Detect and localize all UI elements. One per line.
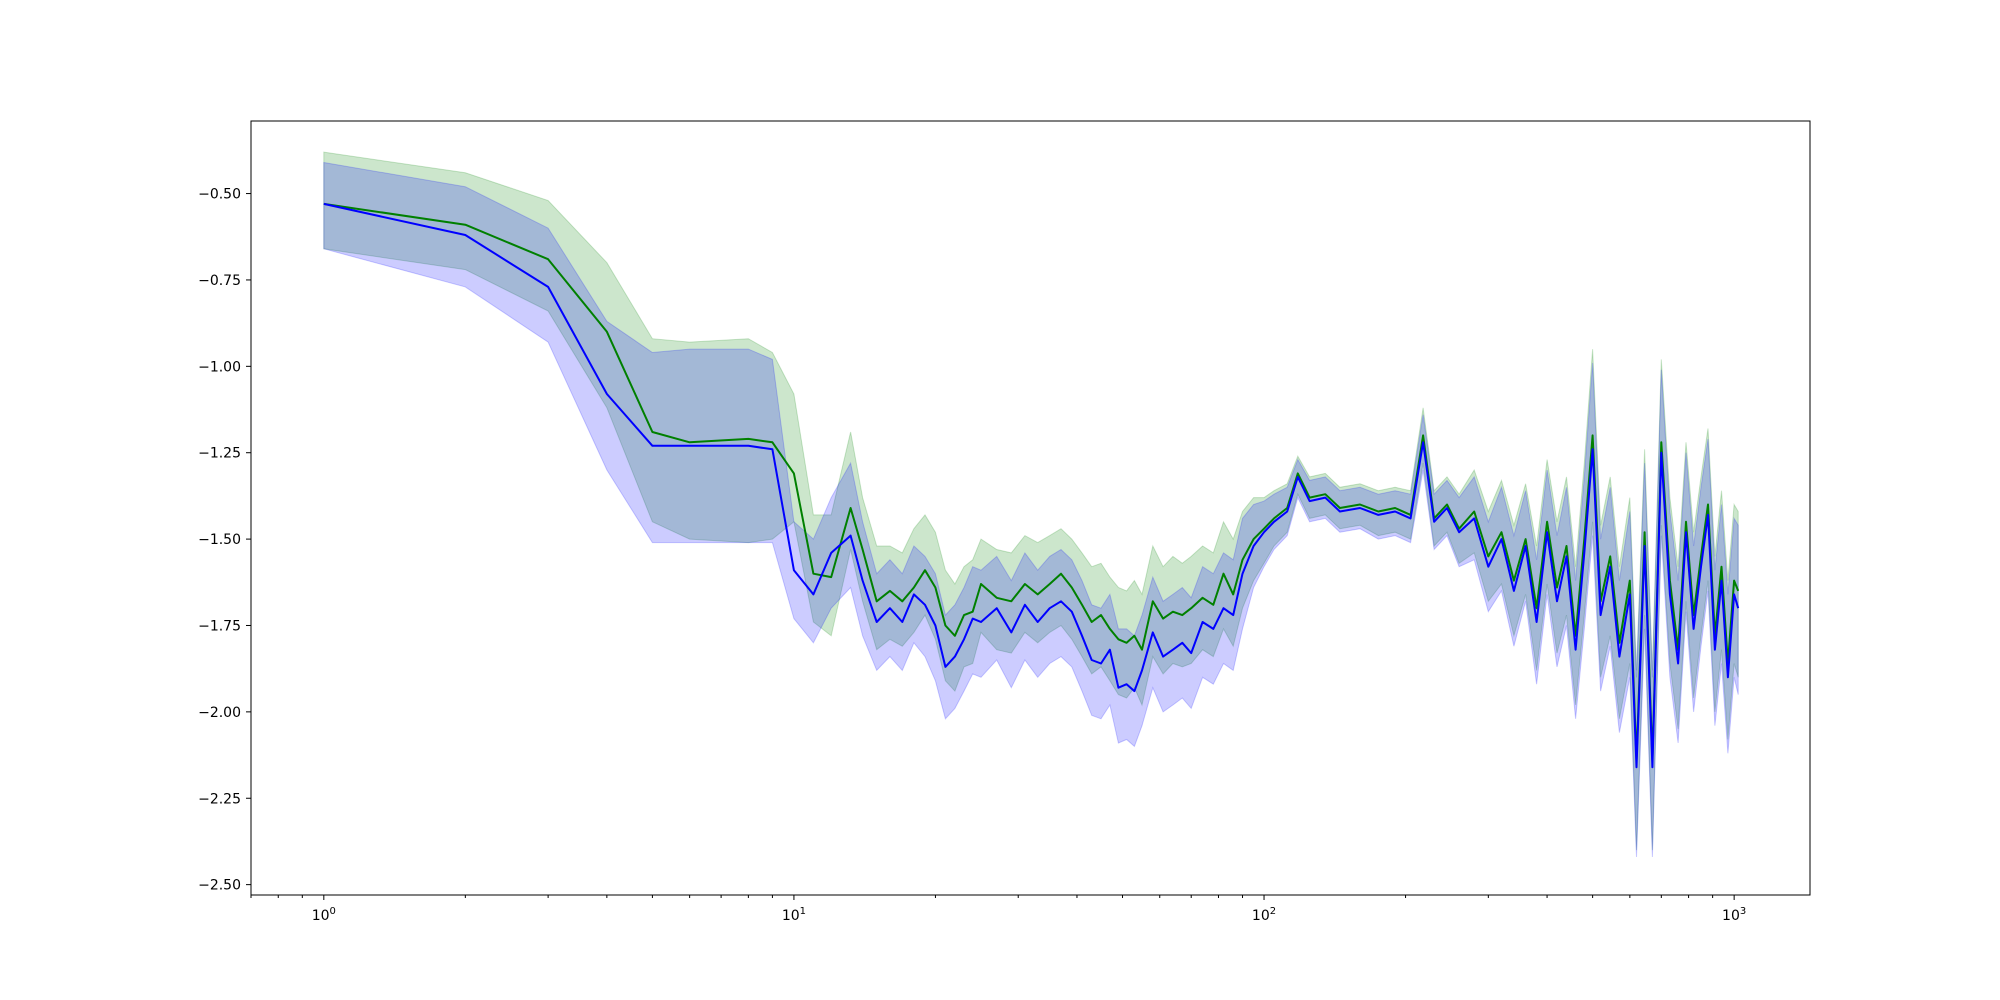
y-tick-label: −0.50 <box>198 187 241 203</box>
y-tick-label: −1.75 <box>198 618 241 634</box>
series-1-band <box>323 161 1739 858</box>
x-tick-label: 100 <box>312 906 336 924</box>
y-axis: −0.50 −0.75 −1.00 −1.25 −1.50 −1.75 −2.00 −2.25… <box>198 187 251 894</box>
series-1-line <box>323 202 1740 769</box>
y-tick-label: −1.00 <box>198 359 241 375</box>
x-tick-label: 103 <box>1722 906 1746 924</box>
y-tick-label: −1.25 <box>198 446 241 462</box>
y-tick-label: −1.50 <box>198 532 241 548</box>
y-tick-label: −2.25 <box>198 791 241 807</box>
y-tick-label: −2.50 <box>198 878 241 894</box>
y-tick-label: −0.75 <box>198 273 241 289</box>
plot-area-frame <box>250 120 1811 896</box>
x-tick-label: 102 <box>1252 906 1276 924</box>
series-lines <box>323 202 1740 769</box>
x-axis: 100 101 102 103 <box>250 895 1746 924</box>
x-tick-label: 101 <box>782 906 806 924</box>
series-0-line <box>323 202 1740 762</box>
series-0-band <box>323 151 1739 851</box>
confidence-bands <box>323 151 1739 858</box>
y-tick-label: −2.00 <box>198 705 241 721</box>
